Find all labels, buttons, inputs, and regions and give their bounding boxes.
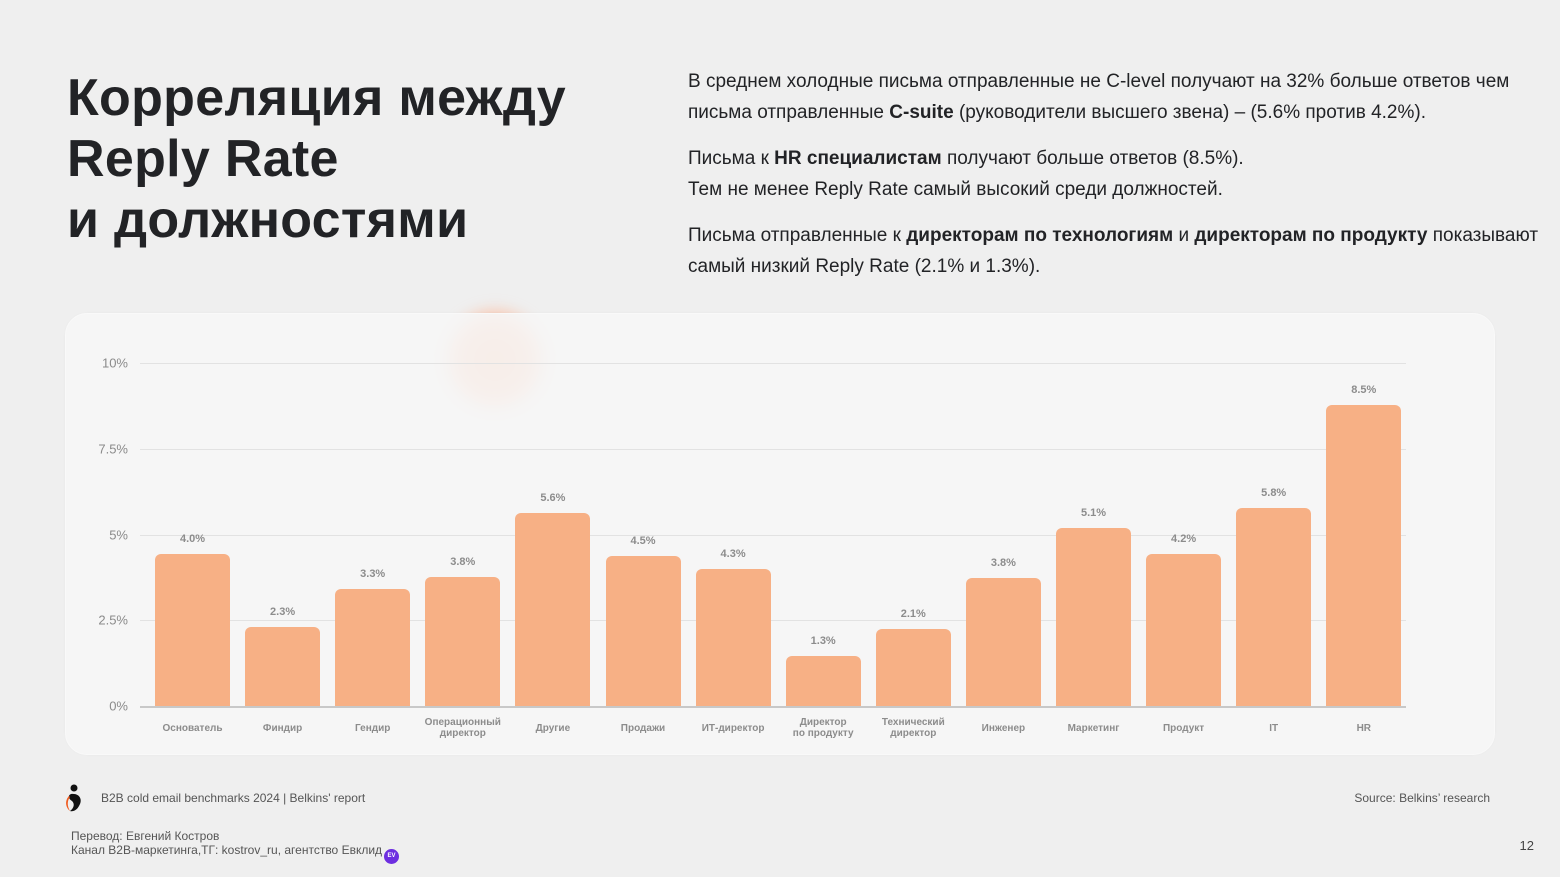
channel-credit: Канал B2B-маркетинга,ТГ: kostrov_ru, аге… (71, 843, 400, 864)
bar-value-label: 8.5% (1351, 384, 1377, 396)
x-axis-label: ИТ-директор (701, 723, 765, 734)
text: Письма к (688, 148, 775, 169)
bar-fill (1236, 508, 1312, 706)
text: и (1173, 225, 1195, 246)
bar-6: 4.5% (605, 535, 681, 706)
bar-value-label: 4.3% (720, 548, 746, 560)
bar-fill (335, 589, 411, 706)
x-axis-label: Операционный директор (424, 717, 501, 739)
description-paragraph-1: В среднем холодные письма отправленные н… (688, 66, 1548, 128)
text: Тем не менее Reply Rate самый высокий ср… (688, 179, 1223, 200)
bar-value-label: 4.2% (1171, 533, 1197, 545)
x-axis-label: Продукт (1162, 723, 1205, 734)
bar-fill (875, 629, 951, 706)
bar-3: 3.3% (335, 568, 411, 706)
bar-fill (515, 513, 591, 706)
x-axis-label: Технический директор (881, 717, 945, 739)
title-line-1: Корреляция между (67, 69, 566, 127)
x-axis-label: HR (1356, 723, 1372, 734)
y-axis-tick-label: 7.5% (98, 441, 128, 457)
text: Письма отправленные к (688, 225, 907, 246)
bar-2: 2.3% (245, 606, 321, 706)
y-axis-tick-label: 2.5% (98, 612, 128, 628)
bar-13: 5.8% (1236, 487, 1312, 706)
bar-fill (1326, 405, 1402, 706)
bar-value-label: 5.6% (540, 492, 566, 504)
bar-11: 5.1% (1056, 507, 1131, 706)
text: показывают самый низкий Reply Rate (2.1%… (688, 225, 1539, 277)
description-paragraph-2: Письма к HR специалистам получают больше… (688, 143, 1548, 205)
text: (руководители высшего звена) – (5.6% про… (953, 102, 1426, 123)
bar-14: 8.5% (1326, 384, 1402, 706)
x-axis-label: Другие (535, 723, 571, 734)
bar-12: 4.2% (1146, 533, 1222, 706)
bar-fill (1146, 554, 1222, 706)
description-paragraph-3: Письма отправленные к директорам по техн… (688, 220, 1548, 282)
bar-4: 3.8% (425, 556, 501, 706)
bar-fill (605, 556, 681, 706)
slide-title: Корреляция между Reply Rate и должностям… (67, 68, 566, 251)
text: В среднем холодные письма отправленные н… (688, 71, 1510, 123)
bar-value-label: 3.3% (360, 568, 386, 580)
bar-fill (245, 627, 321, 706)
bar-value-label: 4.5% (630, 535, 656, 547)
bar-value-label: 1.3% (810, 635, 836, 647)
bar-chart: 0% 2.5% 5% 7.5% 10% 4.0% Основатель 2.3% Финдир 3… (66, 314, 1494, 754)
channel-text: Канал B2B-маркетинга,ТГ: kostrov_ru, аге… (71, 843, 383, 857)
bar-fill (785, 656, 861, 706)
y-axis-tick-label: 0% (109, 698, 128, 714)
y-axis-tick-label: 5% (109, 527, 128, 542)
gridline (140, 363, 1406, 364)
text: получают больше ответов (8.5%). (941, 148, 1244, 169)
bold-text: директорам по продукту (1194, 225, 1428, 246)
bar-fill (965, 578, 1041, 706)
x-axis-label: Директор по продукту (792, 717, 854, 739)
bar-value-label: 5.8% (1261, 487, 1287, 499)
bar-1: 4.0% (155, 533, 230, 706)
x-axis-label: IT (1269, 723, 1279, 734)
credits: Перевод: Евгений Костров Канал B2B-марке… (71, 829, 400, 864)
source-label: Source: Belkins’ research (1354, 791, 1490, 805)
title-line-3: и должностями (67, 191, 469, 249)
bar-value-label: 3.8% (450, 556, 476, 568)
euclid-badge-icon: EV (384, 849, 400, 864)
bar-5: 5.6% (515, 492, 591, 706)
title-line-2: Reply Rate (67, 130, 339, 188)
bold-text: директорам по технологиям (906, 225, 1174, 246)
translator-credit: Перевод: Евгений Костров (71, 829, 220, 843)
x-axis-label: Гендир (355, 723, 391, 734)
description: В среднем холодные письма отправленные н… (688, 66, 1548, 297)
chart-card: 0% 2.5% 5% 7.5% 10% 4.0% Основатель 2.3% Финдир 3… (65, 313, 1495, 755)
bar-value-label: 2.3% (270, 606, 296, 618)
x-axis-label: Финдир (262, 723, 303, 734)
bar-value-label: 4.0% (179, 533, 206, 545)
x-axis-line (140, 706, 1406, 708)
bar-value-label: 3.8% (990, 557, 1016, 569)
bold-text: HR специалистам (774, 148, 942, 169)
bar-fill (1056, 528, 1131, 706)
bar-value-label: 2.1% (900, 608, 926, 620)
bar-fill (695, 569, 771, 706)
bar-fill (155, 554, 230, 706)
bar-fill (425, 577, 501, 706)
bar-value-label: 5.1% (1080, 507, 1107, 519)
bar-7: 4.3% (695, 548, 771, 706)
bar-8: 1.3% (785, 635, 861, 706)
bold-text: C-suite (889, 102, 954, 123)
report-name: B2B cold email benchmarks 2024 | Belkins… (101, 791, 366, 805)
bar-10: 3.8% (965, 557, 1041, 706)
gridline (140, 620, 1406, 622)
y-axis-tick-label: 10% (101, 355, 128, 371)
x-axis-label: Основатель (162, 723, 223, 734)
bar-9: 2.1% (875, 608, 951, 706)
belkins-logo-icon (66, 784, 81, 812)
gridline (140, 534, 1406, 536)
x-axis-label: Маркетинг (1067, 723, 1120, 734)
gridline (140, 448, 1406, 450)
x-axis-label: Инженер (981, 723, 1026, 734)
x-axis-label: Продажи (620, 723, 666, 734)
page-number: 12 (1519, 838, 1534, 853)
